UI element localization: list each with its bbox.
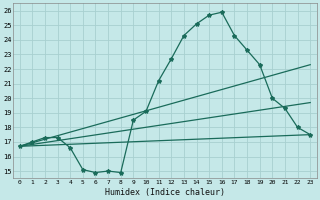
X-axis label: Humidex (Indice chaleur): Humidex (Indice chaleur) (105, 188, 225, 197)
